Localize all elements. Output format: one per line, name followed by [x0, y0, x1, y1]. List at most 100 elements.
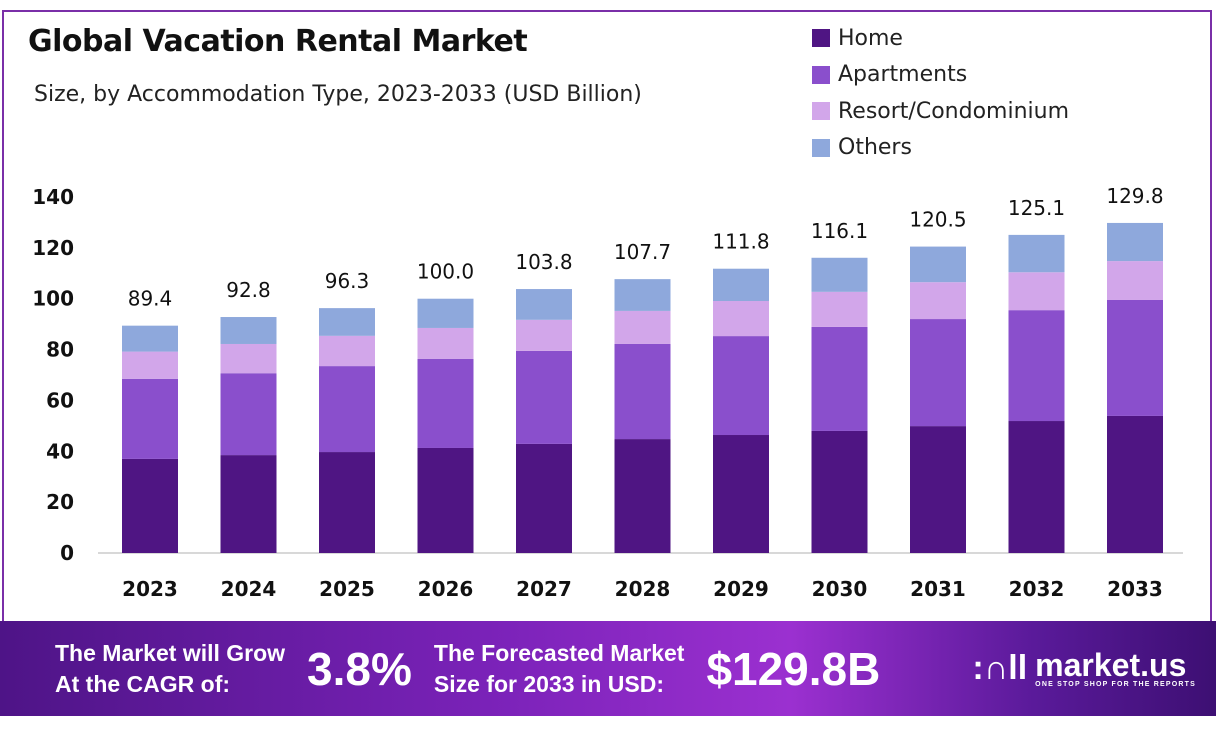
- y-tick-label: 120: [32, 236, 74, 260]
- bar-segment-others: [811, 257, 868, 292]
- total-data-label: 92.8: [226, 278, 271, 302]
- forecast-label: The Forecasted Market Size for 2033 in US…: [434, 638, 685, 700]
- bar-segment-resort-condominium: [614, 310, 671, 344]
- legend-label: Resort/Condominium: [838, 98, 1069, 124]
- bar-segment-apartments: [516, 350, 572, 444]
- cagr-label: The Market will Grow At the CAGR of:: [55, 638, 285, 700]
- bar-segment-home: [417, 447, 474, 553]
- bar-segment-others: [614, 279, 671, 311]
- summary-banner: The Market will Grow At the CAGR of: 3.8%…: [0, 621, 1216, 716]
- bar-segment-home: [713, 435, 769, 553]
- bar-segment-apartments: [713, 336, 769, 436]
- bar-segment-apartments: [220, 373, 277, 456]
- bar-segment-others: [319, 308, 375, 336]
- x-tick-label: 2030: [812, 577, 868, 601]
- x-tick-label: 2032: [1009, 577, 1065, 601]
- bar-segment-resort-condominium: [220, 343, 277, 374]
- legend-label: Home: [838, 25, 903, 51]
- bar-segment-apartments: [1008, 310, 1065, 422]
- legend-item: Resort/Condominium: [812, 93, 1069, 130]
- bar-segment-others: [1107, 222, 1163, 262]
- bar-segment-resort-condominium: [1008, 272, 1065, 311]
- bar-segment-resort-condominium: [713, 301, 769, 337]
- forecast-label-line: The Forecasted Market: [433, 639, 685, 666]
- total-data-label: 100.0: [417, 260, 474, 284]
- total-data-label: 89.4: [128, 287, 173, 311]
- total-data-label: 107.7: [614, 240, 671, 264]
- cagr-label-line: The Market will Grow: [55, 639, 286, 666]
- forecast-label-line: Size for 2033 in USD:: [433, 670, 664, 697]
- bar-segment-apartments: [319, 366, 375, 453]
- x-tick-label: 2024: [221, 577, 277, 601]
- bar-segment-resort-condominium: [516, 319, 572, 351]
- chart-title: Global Vacation Rental Market: [28, 24, 528, 59]
- x-tick-label: 2026: [418, 577, 474, 601]
- legend-swatch: [812, 65, 830, 84]
- bar-segment-apartments: [417, 358, 474, 448]
- bar-segment-others: [910, 246, 966, 283]
- bar-segment-others: [220, 317, 277, 344]
- bar-segment-resort-condominium: [319, 335, 375, 367]
- total-data-label: 125.1: [1008, 196, 1065, 220]
- y-tick-label: 100: [32, 287, 74, 311]
- total-data-label: 111.8: [712, 230, 769, 254]
- chart-subtitle: Size, by Accommodation Type, 2023-2033 (…: [34, 82, 642, 107]
- bar-segment-home: [1107, 415, 1163, 553]
- bar-segment-apartments: [614, 343, 671, 440]
- x-tick-label: 2027: [516, 577, 572, 601]
- x-tick-label: 2029: [713, 577, 769, 601]
- total-data-label: 120.5: [909, 208, 966, 232]
- bar-segment-others: [417, 298, 474, 328]
- legend-label: Others: [838, 135, 912, 161]
- bar-segment-others: [122, 325, 178, 352]
- bar-segment-resort-condominium: [1107, 261, 1163, 300]
- legend-item: Home: [812, 20, 1069, 57]
- bar-segment-others: [713, 268, 769, 302]
- x-tick-label: 2031: [910, 577, 966, 601]
- cagr-value: 3.8%: [307, 642, 412, 695]
- legend-item: Apartments: [812, 57, 1069, 94]
- legend: Home Apartments Resort/Condominium Others: [812, 20, 1069, 166]
- bar-segment-apartments: [811, 326, 868, 431]
- stacked-bar-chart: 0 20 40 60 80 100 120 140 89.4 2023 92.8 2024 96.3 20…: [32, 184, 1183, 601]
- bar-segment-resort-condominium: [910, 282, 966, 320]
- y-tick-label: 80: [46, 338, 74, 362]
- logo-tagline: ONE STOP SHOP FOR THE REPORTS: [1035, 681, 1196, 688]
- bar-segment-resort-condominium: [811, 291, 868, 327]
- bar-segment-home: [319, 452, 375, 553]
- total-data-label: 96.3: [325, 269, 370, 293]
- bar-segment-resort-condominium: [122, 351, 178, 379]
- y-tick-label: 20: [46, 490, 74, 514]
- total-data-label: 129.8: [1106, 184, 1163, 208]
- legend-label: Apartments: [838, 62, 968, 88]
- bar-segment-home: [811, 430, 868, 553]
- y-tick-label: 40: [46, 439, 74, 463]
- total-data-label: 103.8: [515, 250, 572, 274]
- cagr-label-line: At the CAGR of:: [55, 670, 231, 697]
- y-tick-label: 140: [32, 185, 74, 209]
- bar-segment-resort-condominium: [417, 327, 474, 359]
- logo-name: market.us: [1035, 647, 1187, 683]
- legend-swatch: [812, 102, 830, 121]
- legend-item: Others: [812, 130, 1069, 167]
- bar-segment-home: [516, 443, 572, 553]
- bar-segment-home: [220, 455, 277, 553]
- bar-segment-home: [122, 458, 178, 553]
- bar-segment-apartments: [1107, 299, 1163, 416]
- bar-segment-apartments: [122, 378, 178, 459]
- bar-segment-apartments: [910, 319, 966, 427]
- bar-segment-home: [1008, 421, 1065, 553]
- market-us-logo: :∩ll market.us ONE STOP SHOP FOR THE REPO…: [972, 649, 1196, 688]
- logo-mark-icon: :∩ll: [972, 649, 1028, 687]
- chart-frame: [2, 10, 1212, 710]
- total-data-label: 116.1: [811, 219, 868, 243]
- x-tick-label: 2023: [122, 577, 178, 601]
- x-tick-label: 2028: [615, 577, 671, 601]
- y-tick-label: 60: [46, 388, 74, 412]
- legend-swatch: [812, 29, 830, 48]
- forecast-value: $129.8B: [706, 642, 881, 695]
- legend-swatch: [812, 138, 830, 157]
- x-tick-label: 2033: [1107, 577, 1163, 601]
- bar-segment-home: [910, 426, 966, 553]
- bar-segment-home: [614, 439, 671, 553]
